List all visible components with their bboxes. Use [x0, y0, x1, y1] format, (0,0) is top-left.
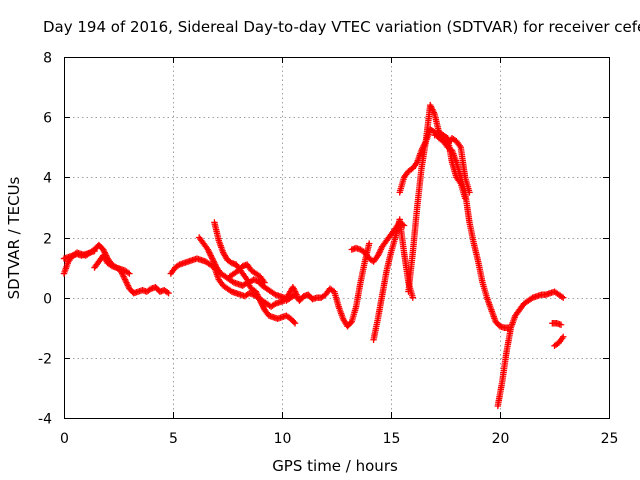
- grid: [64, 57, 609, 418]
- series-arc2: [60, 247, 98, 262]
- series-arc9: [348, 219, 408, 265]
- x-tick-label: 25: [601, 431, 619, 447]
- data-point: [560, 333, 567, 340]
- y-tick-label: -2: [38, 352, 52, 368]
- series-arc13: [431, 129, 469, 202]
- y-axis-label: SDTVAR / TECUs: [5, 176, 23, 299]
- y-tick-label: -4: [38, 412, 52, 428]
- y-tick-label: 8: [43, 51, 52, 67]
- x-tick-label: 0: [60, 431, 69, 447]
- data-point: [163, 288, 171, 296]
- data-point: [461, 195, 469, 202]
- data-point: [291, 320, 299, 327]
- x-axis-label: GPS time / hours: [272, 457, 398, 475]
- data-point: [366, 240, 373, 247]
- x-tick-label: 15: [383, 431, 401, 447]
- series-arc3: [91, 252, 133, 277]
- x-tick-labels: 0 5 10 15 20 25: [60, 431, 618, 447]
- data-point: [126, 270, 133, 277]
- data-point: [261, 279, 268, 286]
- data-point: [560, 294, 567, 301]
- y-tick-label: 4: [43, 171, 52, 187]
- series-arc6: [211, 219, 288, 301]
- y-tick-label: 0: [43, 292, 52, 308]
- x-tick-label: 20: [492, 431, 510, 447]
- data-points: [60, 101, 567, 410]
- x-tick-label: 5: [169, 431, 178, 447]
- data-point: [290, 318, 298, 326]
- series-arc16: [549, 320, 565, 328]
- x-tick-label: 10: [274, 431, 292, 447]
- series-arc14: [494, 288, 567, 410]
- data-point: [558, 293, 565, 300]
- y-tick-label: 6: [43, 111, 52, 127]
- data-point: [409, 294, 416, 301]
- series-arc15: [551, 333, 567, 349]
- data-point: [466, 189, 473, 196]
- y-tick-label: 2: [43, 232, 52, 248]
- series-arc7: [226, 261, 268, 286]
- data-point: [165, 289, 172, 297]
- data-point: [124, 269, 132, 276]
- series-arc10: [370, 216, 416, 343]
- data-point: [557, 321, 565, 328]
- series-arc8: [283, 240, 373, 330]
- axis-ticks: [64, 57, 610, 419]
- y-tick-labels: -4 -2 0 2 4 6 8: [38, 51, 52, 428]
- chart-title: Day 194 of 2016, Sidereal Day-to-day VTE…: [43, 18, 640, 36]
- data-point: [91, 247, 98, 255]
